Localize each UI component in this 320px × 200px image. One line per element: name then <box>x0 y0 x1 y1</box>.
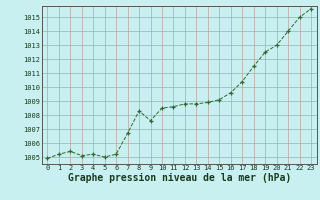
X-axis label: Graphe pression niveau de la mer (hPa): Graphe pression niveau de la mer (hPa) <box>68 173 291 183</box>
